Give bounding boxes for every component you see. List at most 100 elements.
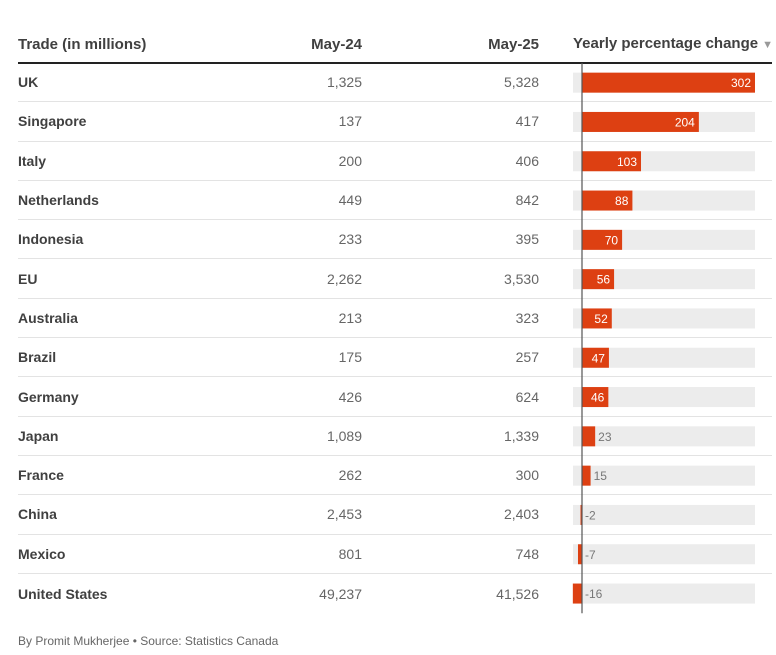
table-row: UK 1,325 5,328	[18, 63, 772, 103]
bar	[582, 465, 591, 486]
country-cell: EU	[18, 270, 38, 287]
bar-value-label: 47	[592, 351, 606, 365]
bar-track	[573, 504, 755, 525]
may25-cell: 395	[515, 231, 539, 248]
bar	[582, 111, 699, 132]
bar-value-label: 302	[731, 76, 751, 90]
country-cell: Japan	[18, 427, 59, 444]
may25-cell: 406	[515, 152, 539, 169]
country-cell: UK	[18, 74, 39, 91]
may25-cell: 748	[515, 545, 539, 562]
may25-cell: 41,526	[496, 585, 539, 602]
table-row: Italy 200 406	[18, 142, 772, 181]
header-may24[interactable]: May-24	[311, 36, 362, 53]
may25-cell: 5,328	[503, 74, 539, 91]
bar-track	[573, 387, 755, 408]
bar	[582, 387, 609, 408]
table-row: Japan 1,089 1,339	[18, 417, 772, 456]
bar	[577, 544, 582, 565]
table-body: UK 1,325 5,328 Singapore 137 417 Italy 200 406 Ne…	[18, 63, 772, 613]
country-cell: China	[18, 506, 57, 523]
may24-cell: 1,325	[326, 74, 362, 91]
table-row: Germany 426 624	[18, 377, 772, 417]
bar-value-label: 70	[605, 233, 619, 247]
bar	[582, 229, 623, 250]
footer-credit: By Promit Mukherjee • Source: Statistics…	[18, 634, 279, 648]
may25-cell: 2,403	[503, 506, 539, 523]
table-row: Indonesia 233 395	[18, 220, 772, 260]
header-may25[interactable]: May-25	[488, 36, 539, 53]
bar-track	[573, 308, 755, 329]
may24-cell: 801	[338, 545, 362, 562]
bar	[582, 72, 755, 93]
country-cell: Germany	[18, 388, 79, 405]
may25-cell: 842	[515, 192, 539, 209]
bar	[582, 347, 609, 368]
may24-cell: 137	[338, 113, 362, 130]
bar-value-label: 23	[598, 430, 612, 444]
table-row: Mexico 801 748	[18, 535, 772, 574]
country-cell: Singapore	[18, 113, 87, 130]
table-header: Trade (in millions) May-24 May-25 Yearly…	[18, 14, 773, 64]
country-cell: France	[18, 467, 64, 484]
country-cell: Indonesia	[18, 231, 84, 248]
bar	[582, 190, 633, 211]
bar-value-label: 103	[617, 155, 637, 169]
table-row: Brazil 175 257	[18, 338, 772, 378]
bar-value-label: 204	[675, 115, 695, 129]
table-row: Netherlands 449 842	[18, 181, 772, 221]
bar-track	[573, 347, 755, 368]
bar-value-label: 88	[615, 194, 629, 208]
bar-track	[573, 465, 755, 486]
may24-cell: 2,262	[326, 270, 362, 287]
bar	[582, 308, 612, 329]
may25-cell: 257	[515, 349, 539, 366]
bar-value-label: 56	[597, 273, 611, 287]
table-row: France 262 300	[18, 456, 772, 496]
bar-value-label: 52	[594, 312, 608, 326]
table-row: China 2,453 2,403	[18, 495, 772, 535]
bar-track	[573, 583, 755, 604]
bar-track	[573, 544, 755, 565]
may24-cell: 233	[338, 231, 362, 248]
may25-cell: 1,339	[503, 427, 539, 444]
bar-value-label: -16	[585, 587, 603, 601]
may24-cell: 49,237	[319, 585, 362, 602]
may24-cell: 426	[338, 388, 362, 405]
bar-value-label: -7	[585, 548, 596, 562]
bar-value-label: 46	[591, 391, 605, 405]
may24-cell: 213	[338, 309, 362, 326]
may25-cell: 417	[515, 113, 539, 130]
table-row: Singapore 137 417	[18, 102, 772, 142]
may24-cell: 1,089	[326, 427, 362, 444]
may25-cell: 3,530	[503, 270, 539, 287]
bar	[582, 269, 615, 290]
country-cell: Mexico	[18, 545, 66, 562]
may24-cell: 2,453	[326, 506, 362, 523]
header-change[interactable]: Yearly percentage change ▼	[573, 35, 773, 54]
country-cell: Netherlands	[18, 192, 99, 209]
table-row: Australia 213 323	[18, 299, 772, 339]
table-row: United States 49,237 41,526	[18, 574, 772, 613]
may24-cell: 200	[338, 152, 362, 169]
table-row: EU 2,262 3,530	[18, 259, 772, 299]
bar-track	[573, 269, 755, 290]
bar-value-label: -2	[585, 508, 596, 522]
may24-cell: 449	[338, 192, 362, 209]
header-change-label: Yearly percentage change	[573, 35, 759, 52]
bar	[580, 504, 582, 525]
bar	[582, 151, 642, 172]
bar	[582, 426, 596, 447]
country-cell: Italy	[18, 152, 47, 169]
bar-track	[573, 426, 755, 447]
bar	[572, 583, 582, 604]
country-cell: Brazil	[18, 349, 57, 366]
may24-cell: 262	[338, 467, 362, 484]
may25-cell: 300	[515, 467, 539, 484]
country-cell: United States	[18, 585, 108, 602]
header-country[interactable]: Trade (in millions)	[18, 36, 147, 53]
may24-cell: 175	[338, 349, 362, 366]
may25-cell: 624	[515, 388, 539, 405]
